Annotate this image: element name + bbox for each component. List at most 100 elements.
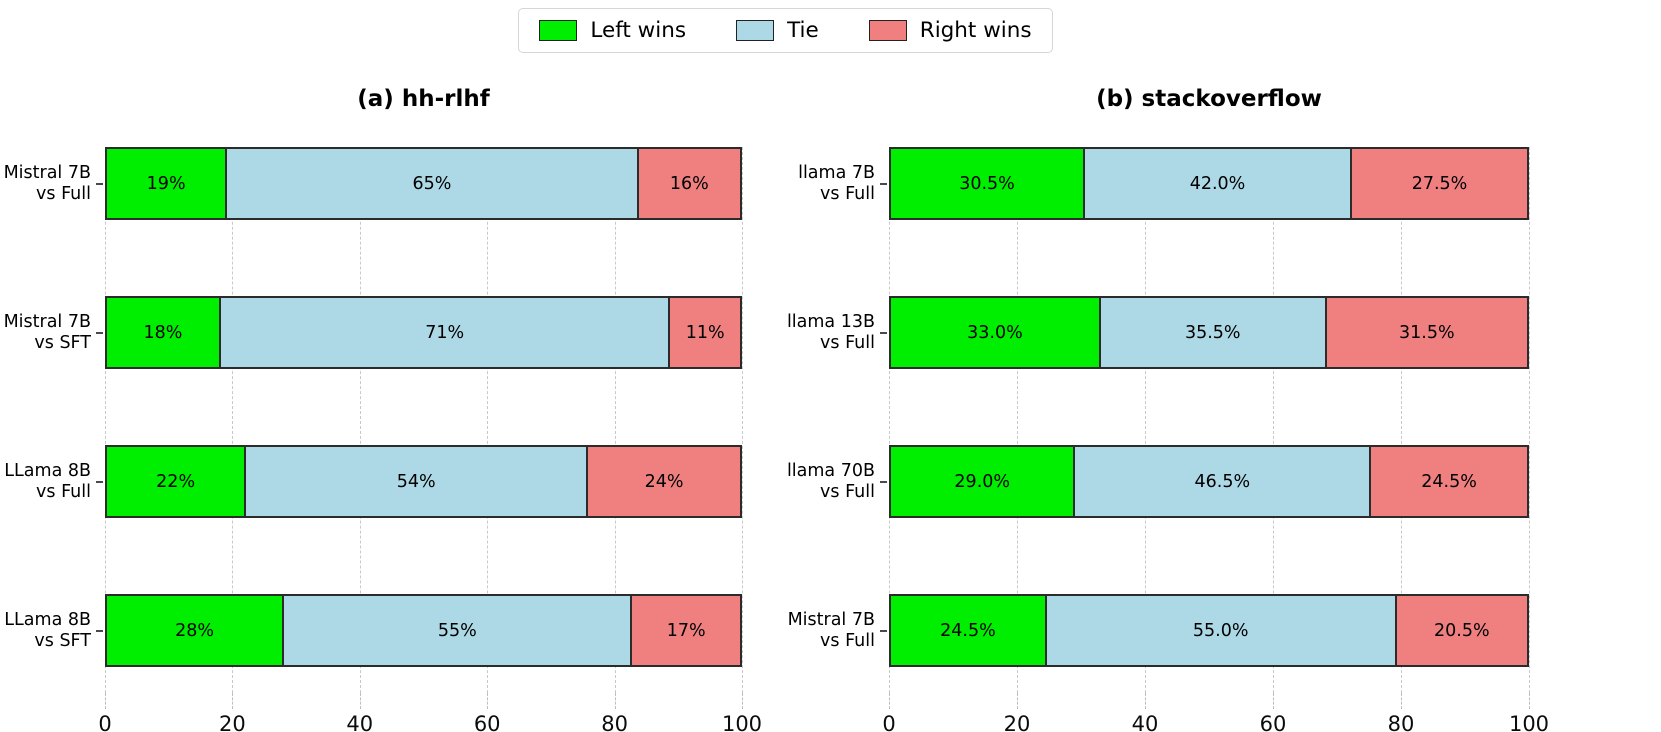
axis-tick-label: 100 xyxy=(1508,712,1550,732)
category-label: LLama 8B vs SFT xyxy=(4,594,105,667)
legend-item-tie: Tie xyxy=(736,18,819,43)
bar-segment-tie: 55% xyxy=(284,596,633,665)
bar-segment-left-wins: 30.5% xyxy=(891,149,1085,218)
axis-tick xyxy=(1017,693,1018,709)
bar-segment-tie: 42.0% xyxy=(1084,149,1353,218)
axis-tick-label: 0 xyxy=(882,712,896,732)
y-tick xyxy=(880,629,887,632)
gridline xyxy=(1401,147,1402,693)
legend-container: Left wins Tie Right wins xyxy=(0,0,1661,53)
legend-item-left-wins: Left wins xyxy=(539,18,686,43)
axis-tick-label: 60 xyxy=(1259,712,1287,732)
bar-row: 29.0% 46.5% 24.5% xyxy=(889,445,1529,518)
legend-label-tie: Tie xyxy=(787,18,819,43)
bar-segment-tie: 71% xyxy=(220,298,671,367)
axis-tick-label: 0 xyxy=(98,712,112,732)
legend-swatch-tie xyxy=(736,20,775,41)
category-label: llama 70B vs Full xyxy=(787,445,889,518)
bar-segment-right-wins: 17% xyxy=(632,596,740,665)
bar-segment-right-wins: 20.5% xyxy=(1396,596,1527,665)
bar-row: 24.5% 55.0% 20.5% xyxy=(889,594,1529,667)
bar-row: 33.0% 35.5% 31.5% xyxy=(889,296,1529,369)
legend-swatch-left-wins xyxy=(539,20,578,41)
gridline xyxy=(614,147,616,693)
bar-segment-tie: 65% xyxy=(227,149,639,218)
gridlines xyxy=(889,147,1530,693)
bar-segment-left-wins: 29.0% xyxy=(891,447,1076,516)
bar-value-label: 11% xyxy=(685,322,725,343)
legend-swatch-right-wins xyxy=(868,20,907,41)
bar-segment-tie: 55.0% xyxy=(1046,596,1397,665)
bar-value-label: 19% xyxy=(146,173,186,194)
category-label: Mistral 7B vs Full xyxy=(788,594,889,667)
bar-value-label: 30.5% xyxy=(959,173,1015,194)
gridlines xyxy=(105,147,743,693)
bar-value-label: 29.0% xyxy=(954,471,1011,492)
gridline xyxy=(1529,147,1530,693)
axis-tick xyxy=(742,693,743,709)
y-axis-labels: llama 7B vs Full llama 13B vs Full llama… xyxy=(787,121,889,732)
axis-tick-label: 60 xyxy=(473,712,501,732)
chart-panel-hh-rlhf: (a) hh-rlhf Mistral 7B vs Full Mistral 7… xyxy=(4,83,762,732)
plot-area: 19% 65% 16% 18% 71% 11% 22% 54% 24% xyxy=(105,147,743,693)
bar-value-label: 24.5% xyxy=(940,620,996,641)
legend-label-left-wins: Left wins xyxy=(590,18,687,43)
chart-title-b: (b) stackoverflow xyxy=(1096,86,1322,112)
category-label: llama 7B vs Full xyxy=(796,147,889,220)
y-tick xyxy=(880,331,887,334)
gridline xyxy=(889,147,890,693)
chart-title-a: (a) hh-rlhf xyxy=(357,86,490,112)
y-tick xyxy=(96,629,103,632)
category-label: LLama 8B vs Full xyxy=(4,445,105,518)
y-tick xyxy=(96,480,103,483)
gridline xyxy=(1017,147,1018,693)
bar-value-label: 20.5% xyxy=(1434,620,1490,641)
bar-row: 18% 71% 11% xyxy=(105,296,742,369)
chart-panel-stackoverflow: (b) stackoverflow llama 7B vs Full llama… xyxy=(787,83,1549,732)
axis-tick-label: 20 xyxy=(219,712,246,732)
gridline xyxy=(359,147,361,693)
axis-tick xyxy=(487,693,489,709)
axis-tick-label: 40 xyxy=(346,712,374,732)
bar-value-label: 18% xyxy=(143,322,183,343)
gridline xyxy=(742,147,743,693)
category-label: Mistral 7B vs SFT xyxy=(4,296,105,369)
axis-tick xyxy=(614,693,616,709)
axis-tick xyxy=(1401,693,1402,709)
x-axis: 0 20 40 60 80 100 xyxy=(98,693,762,732)
bar-value-label: 46.5% xyxy=(1194,471,1251,492)
bar-segment-left-wins: 24.5% xyxy=(891,596,1047,665)
gridline xyxy=(105,147,106,693)
legend-item-right-wins: Right wins xyxy=(868,18,1032,43)
bar-row: 28% 55% 17% xyxy=(105,594,742,667)
bar-segment-left-wins: 33.0% xyxy=(891,298,1101,367)
axis-tick-label: 20 xyxy=(1003,712,1031,732)
axis-tick xyxy=(1145,693,1146,709)
bar-value-label: 71% xyxy=(425,322,465,343)
bar-segment-right-wins: 27.5% xyxy=(1352,149,1527,218)
y-tick xyxy=(880,480,887,483)
bar-segment-tie: 35.5% xyxy=(1100,298,1327,367)
gridline xyxy=(487,147,489,693)
bar-value-label: 35.5% xyxy=(1184,322,1241,343)
bar-value-label: 55.0% xyxy=(1192,620,1249,641)
bar-row: 30.5% 42.0% 27.5% xyxy=(889,147,1529,220)
axis-tick-label: 40 xyxy=(1131,712,1159,732)
y-axis-labels: Mistral 7B vs Full Mistral 7B vs SFT LLa… xyxy=(4,121,105,732)
bar-value-label: 55% xyxy=(437,620,477,641)
axis-tick-label: 80 xyxy=(601,712,628,732)
bar-segment-right-wins: 16% xyxy=(638,149,740,218)
y-tick xyxy=(96,331,103,334)
axis-tick xyxy=(105,693,106,709)
bar-value-label: 16% xyxy=(669,173,709,194)
axis-tick xyxy=(232,693,234,709)
bar-value-label: 54% xyxy=(396,471,436,492)
charts-row: (a) hh-rlhf Mistral 7B vs Full Mistral 7… xyxy=(0,83,1661,732)
bar-segment-right-wins: 24.5% xyxy=(1371,447,1527,516)
bar-segment-tie: 54% xyxy=(246,447,589,516)
legend-label-right-wins: Right wins xyxy=(919,18,1032,43)
plot-area-wrap: 30.5% 42.0% 27.5% 33.0% 35.5% 31.5% 29.0… xyxy=(882,121,1549,732)
plot-area: 30.5% 42.0% 27.5% 33.0% 35.5% 31.5% 29.0… xyxy=(889,147,1530,693)
bar-row: 19% 65% 16% xyxy=(105,147,742,220)
